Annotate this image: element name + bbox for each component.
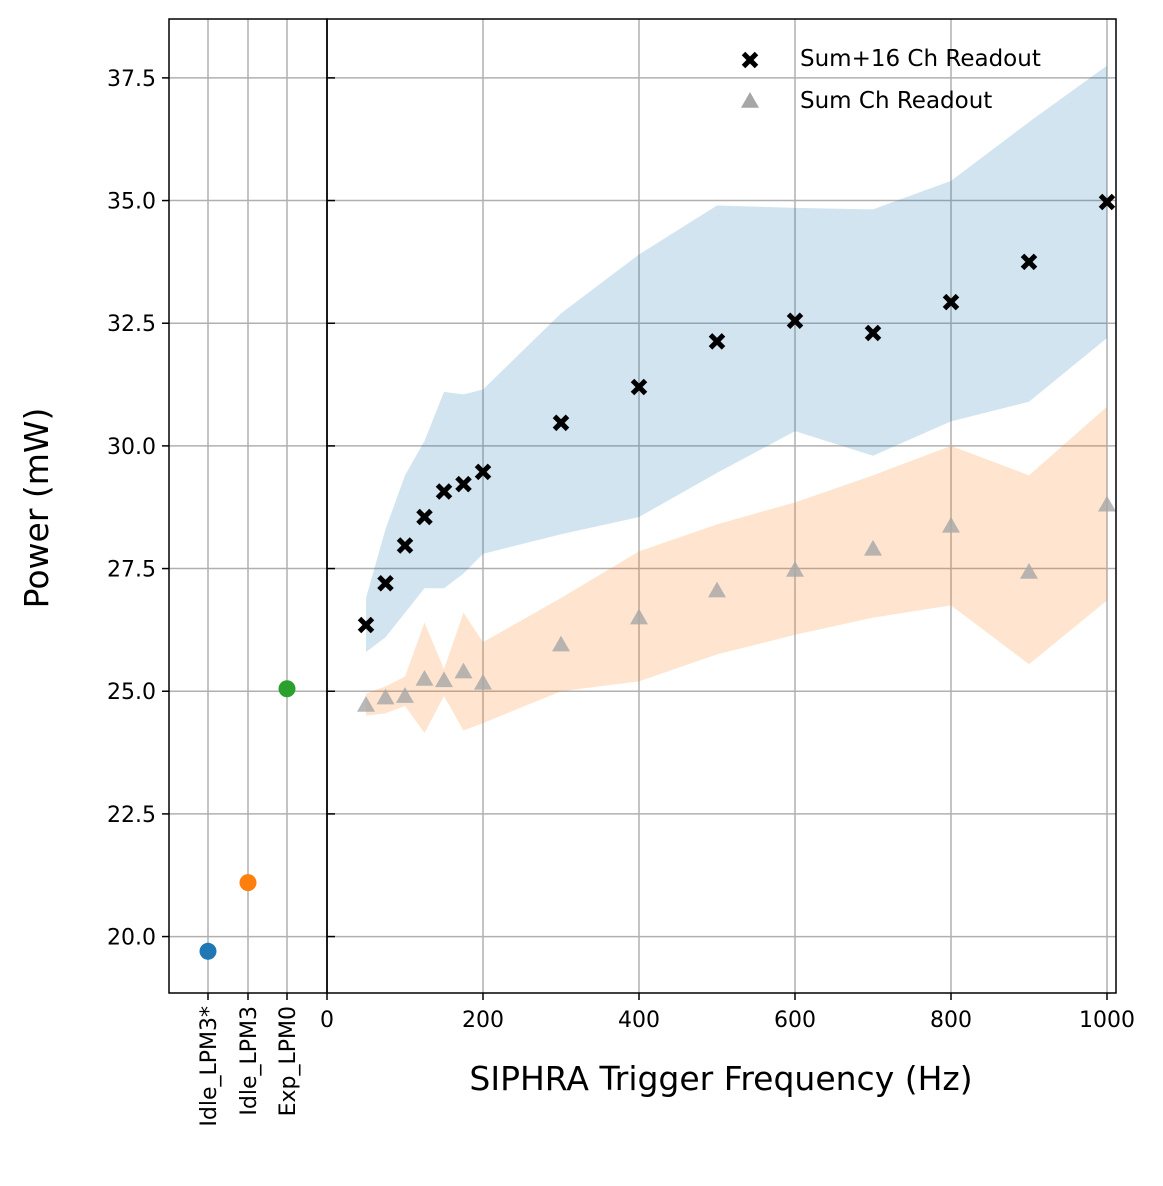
marker-stroke [786, 312, 804, 330]
point-sum16 [552, 414, 570, 432]
marker-stroke [741, 51, 759, 69]
marker-stroke [942, 293, 960, 311]
point-sum16 [377, 575, 394, 592]
y-tick-label: 37.5 [107, 67, 156, 92]
y-tick-label: 27.5 [107, 558, 156, 583]
y-axis-title: Power (mW) [17, 408, 56, 609]
mode-tick-label: Idle_LPM3* [197, 1006, 222, 1127]
point-sum16 [474, 463, 492, 481]
marker-stroke [552, 414, 570, 432]
mode-tick-label: Idle_LPM3 [237, 1006, 262, 1116]
point-sum16 [786, 312, 804, 330]
point-sum16 [630, 378, 648, 396]
x-axis-title: SIPHRA Trigger Frequency (Hz) [469, 1059, 972, 1098]
data-marks [199, 193, 1116, 960]
band-sum [366, 406, 1107, 733]
point-sum [1020, 562, 1038, 579]
point-sum16 [455, 475, 472, 493]
point-sum [864, 539, 882, 556]
x-tick-label: 800 [930, 1008, 972, 1033]
marker-stroke [396, 537, 414, 554]
marker-stroke [708, 333, 726, 350]
point-sum [357, 695, 375, 712]
point-sum16 [396, 537, 414, 554]
point-sum16 [942, 293, 960, 311]
point-sum [435, 671, 453, 688]
point-sum16 [708, 333, 726, 350]
point-sum16 [864, 324, 882, 342]
point-sum [786, 561, 804, 577]
y-tick-label: 22.5 [107, 803, 156, 828]
mode-point [239, 874, 257, 892]
marker-stroke [1020, 253, 1038, 271]
y-tick-label: 25.0 [107, 680, 156, 705]
point-sum [1098, 495, 1116, 512]
marker-stroke [1098, 193, 1116, 211]
legend-label: Sum+16 Ch Readout [800, 46, 1041, 72]
point-sum [708, 581, 726, 598]
marker-stroke [864, 324, 882, 342]
band-sum16 [366, 65, 1107, 652]
point-sum [415, 669, 434, 686]
point-sum16 [357, 616, 375, 634]
axes: 20.0 22.5 25.0 27.5 30.0 32.5 35.0 37.5 0 200 400 6… [107, 18, 1135, 1127]
point-sum16 [435, 483, 453, 500]
right-panel-frame [326, 18, 1117, 994]
legend-label: Sum Ch Readout [800, 88, 992, 114]
marker-stroke [416, 508, 433, 526]
x-tick-label: 1000 [1079, 1008, 1135, 1033]
legend: Sum+16 Ch Readout Sum Ch Readout [741, 46, 1041, 114]
point-sum [396, 687, 414, 703]
point-sum16 [416, 508, 433, 526]
y-tick-label: 35.0 [107, 190, 156, 215]
point-sum16 [1020, 253, 1038, 271]
point-sum [630, 608, 648, 625]
x-tick-label: 0 [320, 1008, 334, 1033]
marker-stroke [474, 463, 492, 481]
y-tick-label: 30.0 [107, 435, 156, 460]
legend-marker-sum16 [741, 51, 759, 69]
x-tick-label: 600 [774, 1008, 816, 1033]
marker-stroke [377, 575, 394, 592]
uncertainty-bands [366, 65, 1107, 733]
marker-stroke [435, 483, 453, 500]
point-sum [376, 688, 395, 705]
mode-point [278, 680, 296, 698]
mode-tick-label: Exp_LPM0 [276, 1006, 301, 1116]
y-tick-label: 20.0 [107, 926, 156, 951]
point-sum [552, 635, 570, 652]
point-sum [942, 516, 960, 533]
point-sum [474, 673, 492, 690]
marker-stroke [630, 378, 648, 396]
marker-stroke [357, 616, 375, 634]
point-sum16 [1098, 193, 1116, 211]
x-tick-label: 400 [618, 1008, 660, 1033]
mode-point [199, 942, 217, 960]
y-tick-label: 32.5 [107, 312, 156, 337]
x-tick-label: 200 [462, 1008, 504, 1033]
point-sum [454, 662, 473, 679]
marker-stroke [455, 475, 472, 493]
legend-marker-sum [741, 92, 759, 108]
